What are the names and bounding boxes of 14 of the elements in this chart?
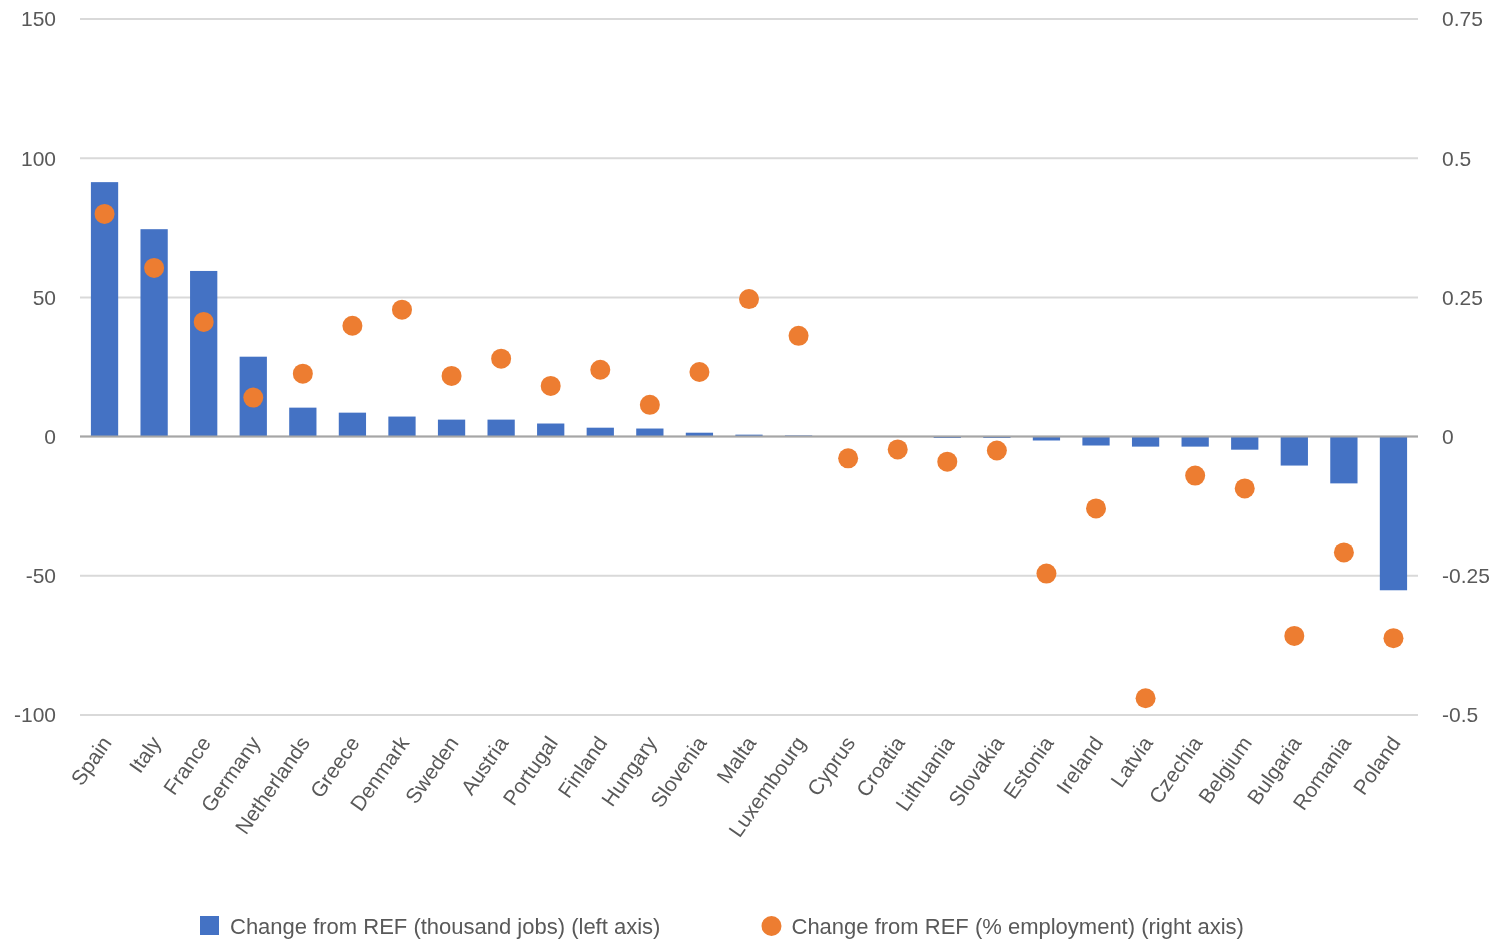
legend-label: Change from REF (% employment) (right axis) (791, 913, 1244, 939)
y-tick-label: -50 (25, 564, 56, 588)
y2-tick-label: 0.25 (1442, 285, 1483, 309)
y2-tick-label: -0.25 (1442, 564, 1490, 588)
y-tick-label: -100 (13, 703, 56, 727)
y-tick-label: 150 (20, 7, 56, 31)
y2-tick-label: -0.5 (1442, 703, 1479, 727)
y-tick-label: 100 (20, 146, 56, 170)
legend-label: Change from REF (thousand jobs) (left axis) (230, 913, 661, 939)
y-tick-label: 50 (32, 285, 56, 309)
y2-tick-label: 0 (1442, 424, 1454, 448)
y-tick-label: 0 (44, 424, 56, 448)
y2-tick-label: 0.75 (1442, 7, 1483, 31)
y2-tick-label: 0.5 (1442, 146, 1472, 170)
